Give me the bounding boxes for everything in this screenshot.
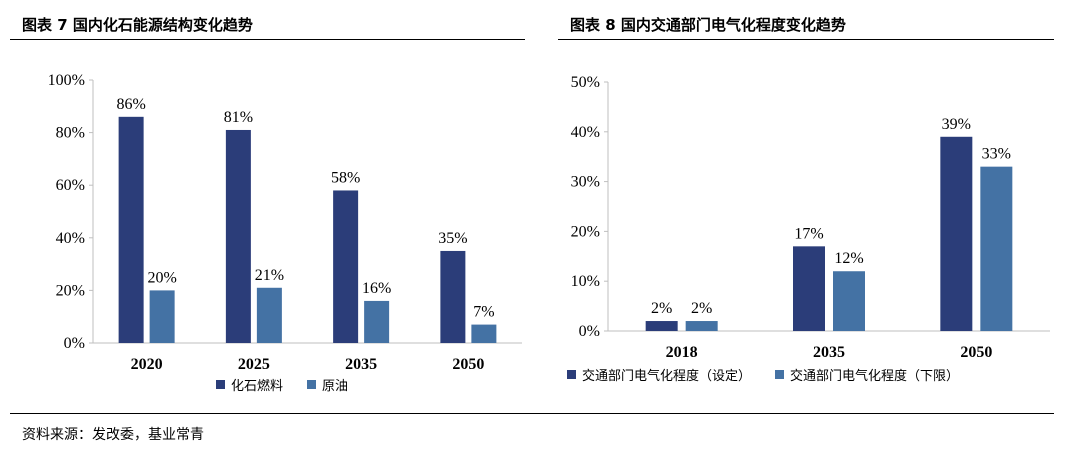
x-tick-label: 2035 (345, 356, 377, 373)
x-tick-label: 2050 (960, 344, 992, 361)
y-tick-label: 20% (56, 282, 85, 299)
bar-series1 (645, 321, 678, 331)
y-tick-label: 40% (56, 230, 85, 247)
y-tick-label: 40% (571, 124, 600, 141)
bar-series1 (333, 190, 359, 343)
data-label: 20% (147, 269, 176, 286)
y-tick-label: 10% (571, 273, 600, 290)
legend-swatch-crude-oil (307, 380, 317, 389)
data-label: 35% (438, 230, 467, 247)
bar-series2 (833, 271, 865, 331)
bar-series2 (364, 300, 390, 343)
data-label: 81% (224, 109, 253, 126)
right-title-rule (558, 39, 1054, 40)
left-title-rule (10, 39, 525, 40)
left-figure-title: 图表 7 国内化石能源结构变化趋势 (22, 16, 253, 34)
x-tick-label: 2020 (131, 356, 163, 373)
data-label: 86% (116, 96, 145, 113)
bar-series2 (256, 287, 282, 343)
left-bar-chart: 0% 20% 40% 60% 80% 100% 86% 20% 2020 81% 21% 2025 58… (48, 72, 522, 373)
bar-series2 (980, 166, 1013, 331)
data-label: 21% (255, 267, 284, 284)
y-tick-label: 50% (571, 74, 600, 91)
right-figure-title: 图表 8 国内交通部门电气化程度变化趋势 (570, 16, 846, 34)
source-note: 资料来源：发改委，基业常青 (22, 427, 204, 443)
data-label: 7% (473, 304, 494, 321)
legend-swatch-electrification-set (567, 370, 576, 379)
bar-series1 (118, 116, 144, 343)
y-tick-label: 0% (64, 335, 85, 352)
y-tick-label: 100% (48, 72, 85, 89)
bar-series1 (440, 250, 466, 343)
right-bar-chart: 0% 10% 20% 30% 40% 50% 2% 2% 2018 17% 12% 2035 39% 33… (571, 74, 1050, 361)
bar-series2 (471, 324, 497, 343)
y-tick-label: 30% (571, 174, 600, 191)
legend-label-electrification-lower: 交通部门电气化程度（下限） (790, 369, 960, 384)
data-label: 2% (691, 300, 712, 317)
legend-label-crude-oil: 原油 (322, 379, 349, 394)
y-tick-label: 80% (56, 125, 85, 142)
y-tick-label: 0% (579, 323, 600, 340)
x-tick-label: 2035 (813, 344, 845, 361)
data-label: 58% (331, 169, 360, 186)
bar-series1 (225, 129, 251, 343)
data-label: 16% (362, 280, 391, 297)
data-label: 12% (834, 250, 863, 267)
x-tick-label: 2050 (452, 356, 484, 373)
y-tick-label: 20% (571, 223, 600, 240)
data-label: 33% (982, 146, 1011, 163)
y-tick-label: 60% (56, 177, 85, 194)
legend-label-fossil-fuel: 化石燃料 (231, 379, 284, 394)
legend-swatch-fossil-fuel (216, 380, 225, 389)
bar-series2 (149, 290, 175, 343)
x-tick-label: 2018 (666, 344, 698, 361)
legend-label-electrification-set: 交通部门电气化程度（设定） (582, 369, 752, 384)
x-tick-label: 2025 (238, 356, 270, 373)
data-label: 17% (794, 225, 823, 242)
bar-series1 (793, 246, 825, 331)
data-label: 39% (942, 116, 971, 133)
bar-series1 (940, 136, 973, 331)
data-label: 2% (651, 300, 672, 317)
bottom-rule (10, 413, 1054, 414)
bar-series2 (685, 321, 718, 331)
right-legend: 交通部门电气化程度（设定） 交通部门电气化程度（下限） (567, 365, 959, 384)
left-legend: 化石燃料 原油 (216, 375, 348, 394)
legend-swatch-electrification-lower (775, 370, 785, 379)
